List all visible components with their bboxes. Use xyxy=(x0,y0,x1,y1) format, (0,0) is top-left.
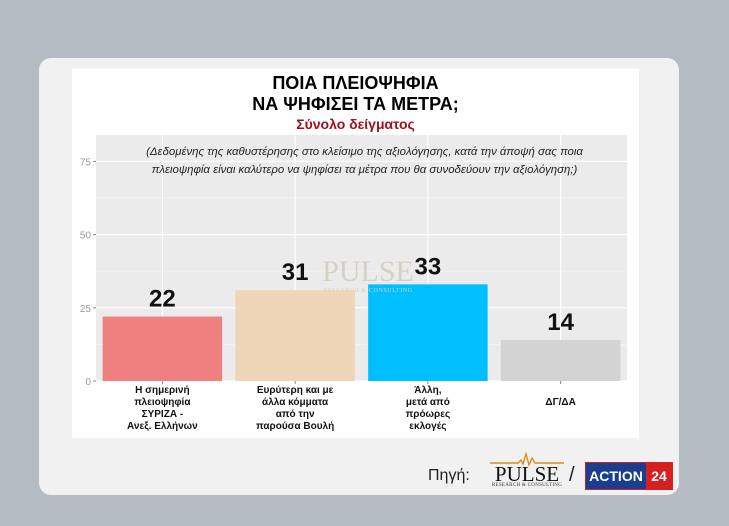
x-category-label-line: άλλα κόμματα xyxy=(262,397,329,408)
y-tick-label-0: 0 xyxy=(85,377,91,388)
x-category-label-0: Η σημερινή πλειοψηφία ΣΥΡΙΖΑ - Ανεξ. Ελλήνω… xyxy=(102,385,222,433)
x-category-label-line: πλειοψηφία xyxy=(134,397,191,408)
bar-value-label-1: 31 xyxy=(282,259,309,286)
x-category-label-line: πρόωρες xyxy=(405,409,451,420)
chart-title-line-2: ΝΑ ΨΗΦΙΣΕΙ ΤΑ ΜΕΤΡΑ; xyxy=(252,94,459,114)
pulse-logo: PULSE RESEARCH & CONSULTING xyxy=(490,452,564,492)
x-category-label-line: Η σημερινή xyxy=(135,385,190,396)
action24-logo: ACTION 24 xyxy=(585,462,673,490)
watermark-word: PULSE xyxy=(322,255,414,288)
y-tick-label-50: 50 xyxy=(80,231,92,242)
action24-logo-number: 24 xyxy=(646,463,672,489)
watermark-sub: RESEARCH & CONSULTING xyxy=(323,288,413,294)
pulse-watermark: PULSE RESEARCH & CONSULTING xyxy=(313,257,423,295)
x-category-label-line: ΔΓ/ΔΑ xyxy=(545,397,576,408)
pulse-logo-word: PULSE xyxy=(494,462,560,486)
x-category-label-3: ΔΓ/ΔΑ xyxy=(501,397,621,409)
x-category-label-2: Άλλη, μετά από πρόωρες εκλογές xyxy=(368,385,488,433)
x-category-label-1: Ευρύτερη και με άλλα κόμματα από την παρούσ… xyxy=(235,385,355,433)
bar-0 xyxy=(102,316,223,381)
bar-chart: 0 25 50 75 22 31 33 14 xyxy=(80,135,627,388)
question-note-line-1: (Δεδομένης της καθυστέρησης στο κλείσιμο… xyxy=(146,146,583,158)
x-category-label-line: Άλλη, xyxy=(414,385,442,396)
question-note: (Δεδομένης της καθυστέρησης στο κλείσιμο… xyxy=(102,143,627,179)
x-category-label-line: από την xyxy=(275,409,315,420)
bar-3 xyxy=(500,340,621,381)
bar-value-label-0: 22 xyxy=(149,286,176,313)
action24-logo-text: ACTION xyxy=(586,463,646,489)
x-category-label-line: ΣΥΡΙΖΑ - xyxy=(141,409,184,420)
source-separator: / xyxy=(569,464,575,486)
chart-container: ΠΟΙΑ ΠΛΕΙΟΨΗΦΙΑ ΝΑ ΨΗΦΙΣΕΙ ΤΑ ΜΕΤΡΑ; Σύν… xyxy=(72,69,639,438)
source-label: Πηγή: xyxy=(428,467,470,484)
bar-value-label-3: 14 xyxy=(547,309,574,336)
x-category-label-line: Ευρύτερη και με xyxy=(256,385,334,396)
x-category-label-line: παρούσα Βουλή xyxy=(256,421,335,432)
bar-1 xyxy=(235,290,355,381)
pulse-heartbeat-icon xyxy=(490,452,564,466)
y-tick-label-75: 75 xyxy=(80,157,92,168)
y-tick-label-25: 25 xyxy=(80,304,92,315)
chart-subtitle: Σύνολο δείγματος xyxy=(296,116,415,132)
question-note-line-2: πλειοψηφία είναι καλύτερο να ψηφίσει τα … xyxy=(151,164,578,176)
x-category-label-line: μετά από xyxy=(405,397,450,408)
bar-value-label-2: 33 xyxy=(415,253,442,280)
bar-2 xyxy=(368,284,488,381)
x-category-label-line: εκλογές xyxy=(409,421,447,432)
x-category-label-line: Ανεξ. Ελλήνων xyxy=(127,421,198,432)
pulse-logo-sub: RESEARCH & CONSULTING xyxy=(491,483,563,488)
chart-title-line-1: ΠΟΙΑ ΠΛΕΙΟΨΗΦΙΑ xyxy=(272,73,439,93)
